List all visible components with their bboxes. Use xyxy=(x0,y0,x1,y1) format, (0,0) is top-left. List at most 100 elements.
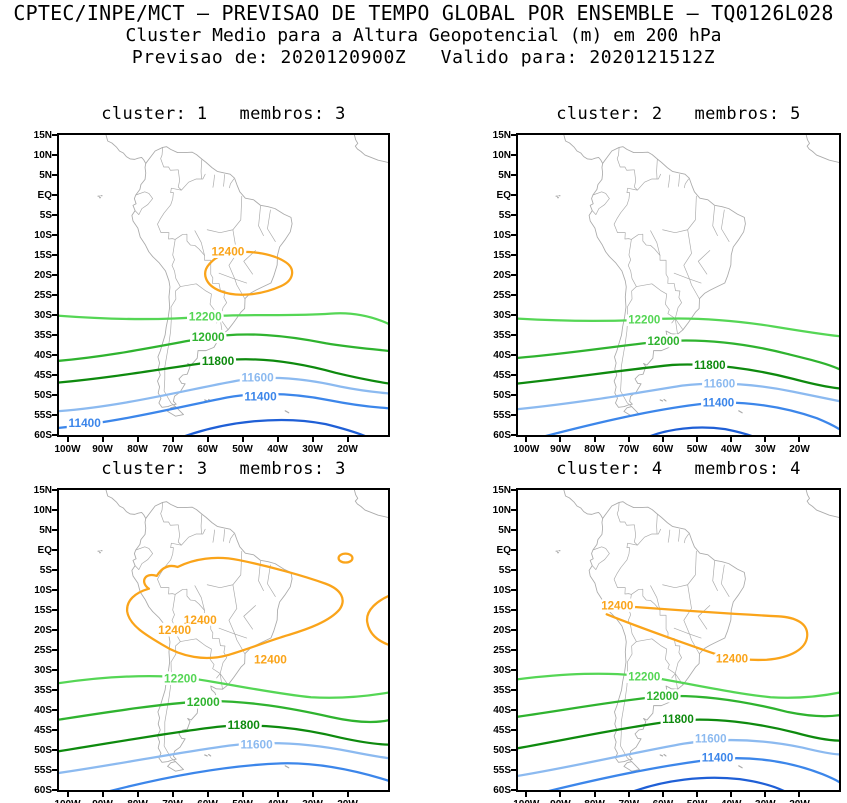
lat-tick-mark xyxy=(52,134,57,136)
lat-tick-mark xyxy=(511,354,516,356)
lat-tick-label: 10S xyxy=(493,230,511,241)
lat-tick-label: 35S xyxy=(493,330,511,341)
lat-tick-mark xyxy=(52,709,57,711)
lat-tick-mark xyxy=(52,649,57,651)
map-outline xyxy=(134,502,235,762)
contour-label-12400: 12400 xyxy=(158,623,191,637)
lon-tick-label: 30W xyxy=(295,799,331,803)
lon-tick-mark xyxy=(206,792,209,797)
lat-tick-label: 25S xyxy=(493,645,511,656)
contour-label-12000: 12000 xyxy=(647,690,680,703)
lon-tick-label: 40W xyxy=(260,799,296,803)
lon-tick-mark xyxy=(311,437,314,442)
contour-label-11400: 11400 xyxy=(703,396,735,409)
lat-tick-mark xyxy=(52,434,57,436)
lat-tick-mark xyxy=(52,549,57,551)
lon-tick-mark xyxy=(798,792,801,797)
contour-line-12400 xyxy=(204,250,294,296)
lat-tick-mark xyxy=(511,154,516,156)
lat-tick-label: 10N xyxy=(492,505,511,516)
lon-tick-mark xyxy=(311,792,314,797)
map-plot: 11400 11600 11800 12000 12200 12400 12400 xyxy=(516,488,841,792)
panel-cluster-1: cluster: 1 membros: 3 11400 11400 11600 118… xyxy=(34,104,390,464)
lon-tick-label: 90W xyxy=(92,444,113,455)
lat-tick-mark xyxy=(52,749,57,751)
lon-tick-mark xyxy=(798,437,801,442)
lat-tick-mark xyxy=(511,589,516,591)
lon-tick-label: 70W xyxy=(162,444,183,455)
lat-tick-label: 10N xyxy=(33,505,52,516)
map-outline xyxy=(353,490,388,518)
lat-tick-label: 45S xyxy=(34,370,52,381)
map-outline xyxy=(353,135,388,163)
lat-tick-mark xyxy=(52,689,57,691)
lat-tick-mark xyxy=(52,529,57,531)
contour-line-11600 xyxy=(518,739,839,778)
lon-tick-label: 100W xyxy=(50,799,86,803)
lat-tick-label: EQ xyxy=(37,545,52,556)
lat-tick-mark xyxy=(511,549,516,551)
lat-tick-mark xyxy=(52,334,57,336)
map-outline xyxy=(650,195,730,299)
contour-line-11600 xyxy=(59,376,388,413)
lat-tick-label: 15N xyxy=(492,485,511,496)
lat-tick-mark xyxy=(52,789,57,791)
lat-tick-label: 30S xyxy=(34,665,52,676)
lon-tick-label: 80W xyxy=(120,799,156,803)
contour-label-11600: 11600 xyxy=(695,733,727,746)
lat-tick-mark xyxy=(511,709,516,711)
lat-tick-label: 5N xyxy=(39,525,52,536)
lon-tick-label: 60W xyxy=(190,799,226,803)
map-outline xyxy=(131,146,293,408)
lat-tick-label: 30S xyxy=(493,665,511,676)
contour-line-12000 xyxy=(518,339,839,371)
contour-label-11400: 11400 xyxy=(69,416,102,430)
lat-tick-label: 50S xyxy=(493,390,511,401)
lon-tick-label: 30W xyxy=(302,444,323,455)
lat-tick-mark xyxy=(52,214,57,216)
lat-tick-mark xyxy=(511,214,516,216)
lat-tick-label: 25S xyxy=(493,290,511,301)
map-outline xyxy=(194,195,276,299)
lat-tick-mark xyxy=(52,174,57,176)
contour-line-12400 xyxy=(605,605,809,662)
lat-tick-label: 5S xyxy=(39,565,52,576)
contour-label-12400: 12400 xyxy=(601,599,634,612)
lat-tick-mark xyxy=(52,314,57,316)
lat-tick-label: 60S xyxy=(34,785,52,796)
contour-label-12400: 12400 xyxy=(254,653,287,667)
lon-tick-mark xyxy=(764,437,767,442)
lat-tick-mark xyxy=(52,609,57,611)
contour-label-12000: 12000 xyxy=(187,695,220,709)
panel-title: cluster: 1 membros: 3 xyxy=(101,104,346,124)
lat-tick-mark xyxy=(52,414,57,416)
lon-tick-mark xyxy=(559,792,562,797)
lat-tick-label: 5N xyxy=(39,170,52,181)
lon-tick-label: 70W xyxy=(155,799,191,803)
lon-tick-mark xyxy=(696,437,699,442)
lat-tick-mark xyxy=(52,629,57,631)
lon-tick-mark xyxy=(206,437,209,442)
contour-line-12400 xyxy=(366,595,388,646)
header-line-1: CPTEC/INPE/MCT – PREVISAO DE TEMPO GLOBA… xyxy=(13,1,834,25)
lat-tick-label: 20S xyxy=(34,270,52,281)
map-outline xyxy=(588,146,746,408)
contour-label-12000: 12000 xyxy=(647,335,680,348)
lon-tick-mark xyxy=(171,437,174,442)
contour-line-11800 xyxy=(518,363,839,390)
lon-tick-mark xyxy=(593,437,596,442)
lon-tick-mark xyxy=(730,792,733,797)
lat-tick-mark xyxy=(511,729,516,731)
lat-tick-label: 60S xyxy=(493,785,511,796)
lon-tick-mark xyxy=(593,792,596,797)
panel-title: cluster: 3 membros: 3 xyxy=(101,459,346,479)
lat-tick-label: 15S xyxy=(493,605,511,616)
lat-tick-mark xyxy=(511,294,516,296)
map-outline xyxy=(555,550,743,769)
lat-tick-label: 5S xyxy=(498,210,511,221)
lon-tick-mark xyxy=(764,792,767,797)
lat-tick-label: 15S xyxy=(493,250,511,261)
lat-tick-mark xyxy=(511,334,516,336)
lat-tick-label: 5N xyxy=(498,525,511,536)
